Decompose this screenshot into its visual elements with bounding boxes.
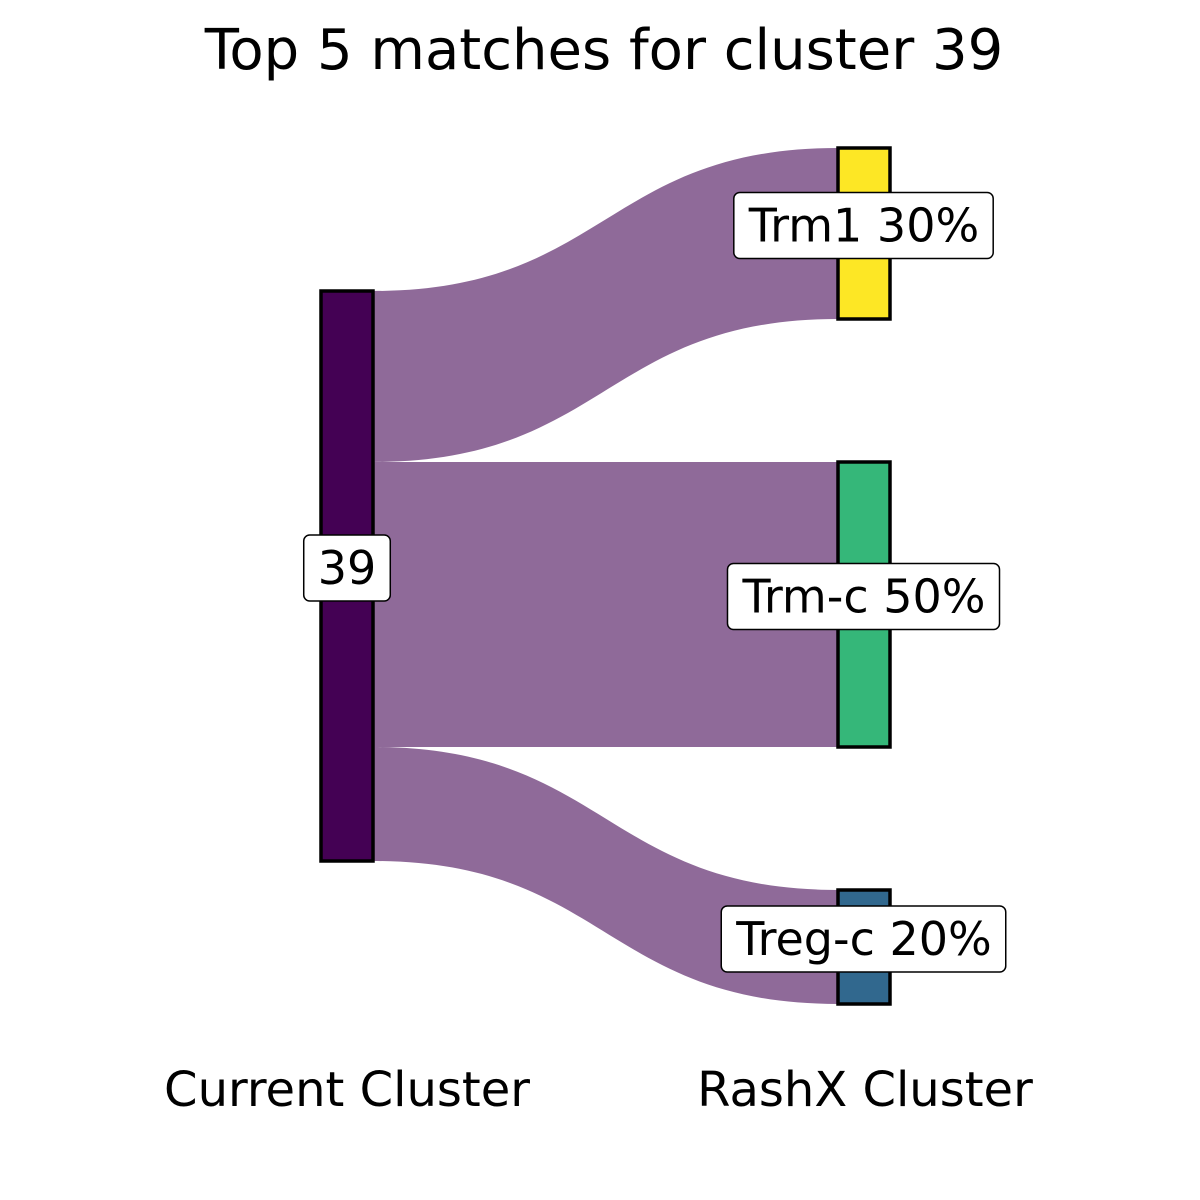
left-axis-label: Current Cluster	[164, 1062, 530, 1118]
flow-trm1	[373, 148, 838, 462]
target-node-label-trm-c: Trm-c 50%	[726, 562, 1001, 631]
target-node-label-treg-c-text: Treg-c 20%	[735, 912, 992, 966]
source-node-label-box	[302, 534, 392, 602]
labels-layer: 39 Trm1 30% Trm-c 50% Treg-c 20%	[302, 191, 1007, 973]
right-axis-label: RashX Cluster	[697, 1062, 1033, 1118]
target-node-label-trm-c-text: Trm-c 50%	[741, 570, 985, 624]
target-node-label-trm-c-box	[726, 562, 1001, 631]
target-node-label-treg-c: Treg-c 20%	[720, 905, 1007, 973]
source-node-label-text: 39	[318, 541, 377, 595]
flow-trm-c	[373, 462, 838, 747]
target-node-label-trm1: Trm1 30%	[733, 191, 994, 260]
target-node-label-trm1-text: Trm1 30%	[748, 199, 979, 253]
target-node-label-trm1-box	[733, 191, 994, 260]
target-node-label-treg-c-box	[720, 905, 1007, 973]
source-node-label: 39	[302, 534, 392, 602]
chart-title: Top 5 matches for cluster 39	[204, 18, 1004, 83]
